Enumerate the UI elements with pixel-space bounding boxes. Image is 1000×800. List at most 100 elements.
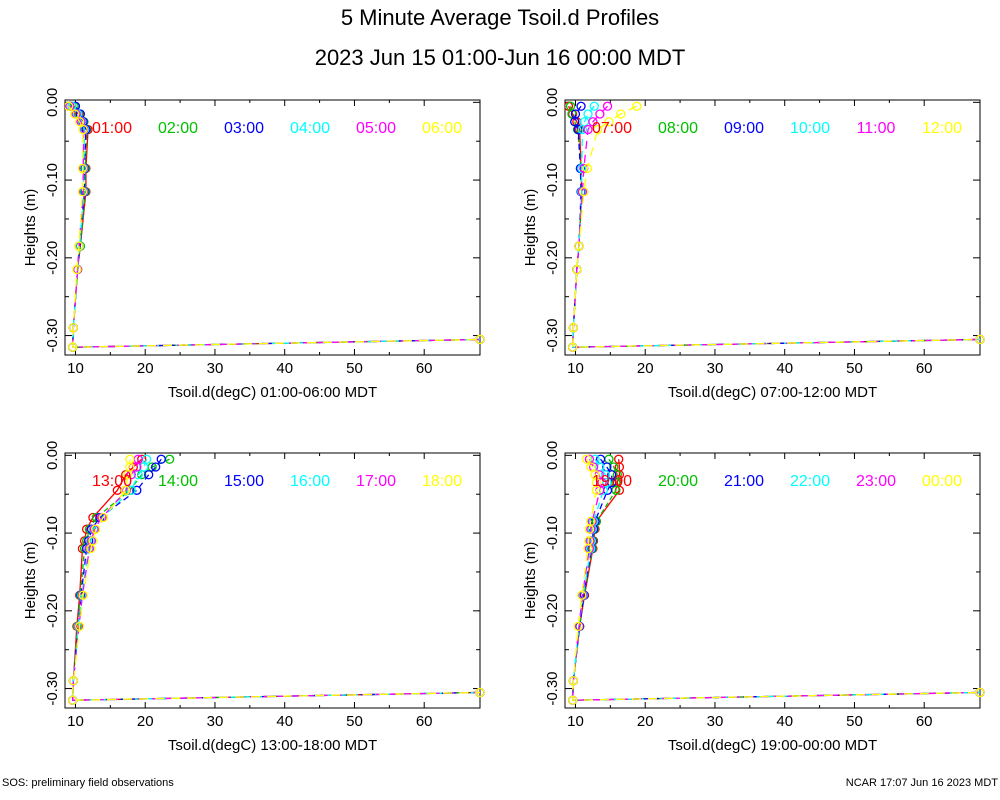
- data-point: [68, 323, 79, 333]
- plot-area: [68, 454, 485, 705]
- data-point: [156, 454, 166, 464]
- legend-label: 00:00: [922, 473, 962, 490]
- series-line: [71, 458, 481, 701]
- data-point: [567, 109, 577, 119]
- x-tick-label: 60: [916, 360, 933, 377]
- legend-label: 15:00: [224, 473, 264, 490]
- x-tick-label: 50: [346, 713, 363, 730]
- series-line: [71, 458, 481, 701]
- legend-label: 21:00: [724, 473, 764, 490]
- data-point: [78, 124, 88, 135]
- x-tick-label: 40: [776, 360, 793, 377]
- data-point: [475, 687, 485, 698]
- legend-label: 02:00: [158, 120, 198, 137]
- y-tick-label: -0.30: [44, 671, 61, 705]
- data-point: [632, 101, 642, 111]
- data-point: [121, 485, 131, 495]
- x-tick-label: 10: [67, 360, 84, 377]
- x-tick-label: 50: [846, 713, 863, 730]
- legend-label: 05:00: [356, 120, 396, 137]
- data-point: [607, 477, 617, 488]
- series-line: [71, 105, 481, 348]
- x-tick-label: 30: [707, 713, 724, 730]
- chart-panel-1: 10 20 30 40 50 60 0.00 -0.10 -0.20 -0.30 Tsoil.d(d…: [22, 88, 485, 401]
- series-line: [571, 458, 981, 701]
- legend-label: 19:00: [592, 473, 632, 490]
- data-point: [583, 543, 593, 554]
- data-point: [132, 485, 142, 495]
- data-point: [574, 241, 584, 251]
- x-tick-label: 40: [276, 713, 293, 730]
- x-tick-label: 20: [637, 713, 654, 730]
- data-point: [588, 117, 598, 127]
- chart-panel-3: 10 20 30 40 50 60 0.00 -0.10 -0.20 -0.30 Tsoil.d(d…: [22, 441, 485, 754]
- legend-label: 13:00: [92, 473, 132, 490]
- data-point: [577, 124, 588, 135]
- x-tick-label: 20: [137, 713, 154, 730]
- legend-label: 01:00: [92, 120, 132, 137]
- y-axis-label: Heights (m): [22, 189, 39, 267]
- y-tick-label: -0.30: [544, 671, 561, 705]
- data-point: [586, 462, 596, 472]
- data-point: [573, 621, 583, 632]
- y-tick-label: -0.10: [44, 163, 61, 197]
- series-line: [567, 105, 981, 348]
- data-point: [74, 117, 85, 127]
- x-tick-label: 30: [207, 360, 224, 377]
- series-line: [571, 458, 981, 701]
- data-point: [126, 485, 136, 495]
- series-line: [67, 105, 481, 348]
- x-tick-label: 30: [707, 360, 724, 377]
- legend-label: 18:00: [422, 473, 462, 490]
- y-tick-label: -0.20: [44, 594, 61, 628]
- data-point: [72, 264, 82, 275]
- x-tick-label: 40: [776, 713, 793, 730]
- y-tick-label: 0.00: [544, 88, 561, 117]
- y-tick-label: -0.30: [44, 318, 61, 352]
- chart-title: 5 Minute Average Tsoil.d Profiles: [340, 5, 660, 30]
- data-point: [123, 470, 133, 480]
- data-point: [975, 687, 985, 698]
- series-line: [571, 105, 981, 348]
- data-point: [582, 163, 592, 174]
- data-point: [975, 334, 985, 345]
- series-line: [571, 458, 981, 701]
- x-tick-label: 30: [207, 713, 224, 730]
- y-tick-label: -0.20: [544, 594, 561, 628]
- series-line: [571, 458, 981, 701]
- data-point: [583, 109, 593, 119]
- data-point: [577, 590, 587, 600]
- data-point: [589, 101, 599, 111]
- x-axis-label: Tsoil.d(degC) 13:00-18:00 MDT: [168, 737, 377, 754]
- data-point: [581, 454, 592, 464]
- series-line: [571, 105, 981, 348]
- data-point: [579, 187, 589, 197]
- x-tick-label: 40: [276, 360, 293, 377]
- series-line: [571, 458, 981, 701]
- data-point: [568, 676, 579, 686]
- legend-label: 14:00: [158, 473, 198, 490]
- x-axis-label: Tsoil.d(degC) 07:00-12:00 MDT: [668, 384, 877, 401]
- legend-label: 22:00: [790, 473, 830, 490]
- y-tick-label: -0.10: [544, 516, 561, 550]
- data-point: [584, 524, 595, 534]
- series-line: [71, 458, 481, 701]
- plot-area: [65, 101, 485, 352]
- legend-label: 08:00: [658, 120, 698, 137]
- x-axis-label: Tsoil.d(degC) 01:00-06:00 MDT: [168, 384, 377, 401]
- x-tick-label: 50: [346, 360, 363, 377]
- data-point: [602, 101, 613, 111]
- legend-label: 11:00: [857, 120, 896, 137]
- data-point: [91, 524, 101, 534]
- data-point: [68, 695, 78, 705]
- data-point: [78, 590, 88, 600]
- legend-label: 20:00: [658, 473, 698, 490]
- data-point: [77, 187, 88, 197]
- x-tick-label: 50: [846, 360, 863, 377]
- data-point: [88, 512, 98, 523]
- y-tick-label: -0.20: [544, 241, 561, 275]
- y-tick-label: 0.00: [544, 441, 561, 470]
- data-point: [616, 109, 626, 119]
- data-point: [68, 342, 78, 352]
- data-point: [74, 621, 85, 632]
